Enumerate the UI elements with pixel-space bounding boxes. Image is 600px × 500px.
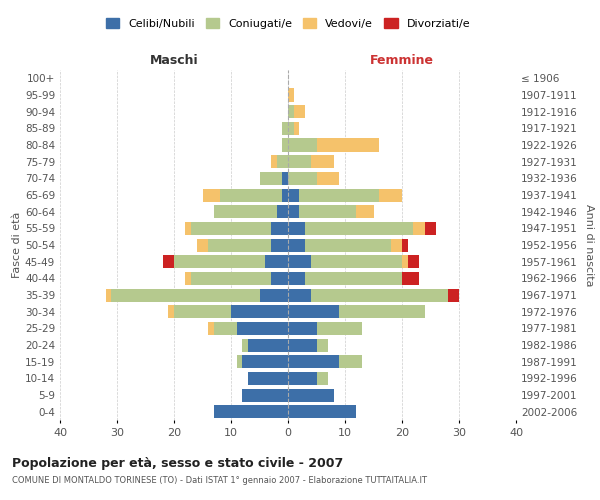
Bar xyxy=(242,338,248,351)
Bar xyxy=(425,222,436,235)
Bar xyxy=(111,288,260,302)
Bar xyxy=(340,355,362,368)
Bar xyxy=(271,238,288,252)
Bar xyxy=(185,222,191,235)
Bar xyxy=(413,222,425,235)
Bar xyxy=(288,222,305,235)
Bar xyxy=(288,105,294,118)
Bar xyxy=(288,88,294,102)
Bar xyxy=(277,155,288,168)
Bar xyxy=(208,238,271,252)
Bar xyxy=(197,238,208,252)
Bar xyxy=(283,172,288,185)
Bar xyxy=(237,355,242,368)
Bar xyxy=(294,122,299,135)
Bar xyxy=(288,122,294,135)
Bar xyxy=(214,205,277,218)
Bar xyxy=(271,272,288,285)
Bar xyxy=(260,172,283,185)
Bar xyxy=(311,155,334,168)
Bar xyxy=(271,222,288,235)
Bar xyxy=(402,272,419,285)
Bar xyxy=(356,205,373,218)
Bar xyxy=(168,305,174,318)
Text: Femmine: Femmine xyxy=(370,54,434,66)
Bar xyxy=(294,105,305,118)
Bar xyxy=(248,372,288,385)
Bar xyxy=(220,188,283,202)
Bar xyxy=(208,322,214,335)
Bar xyxy=(299,205,356,218)
Bar xyxy=(271,155,277,168)
Bar xyxy=(288,138,317,151)
Bar xyxy=(236,322,288,335)
Bar xyxy=(203,188,220,202)
Bar xyxy=(288,255,311,268)
Bar xyxy=(288,238,305,252)
Bar xyxy=(265,255,288,268)
Bar xyxy=(106,288,111,302)
Bar xyxy=(231,305,288,318)
Bar xyxy=(305,272,402,285)
Bar xyxy=(402,255,408,268)
Bar xyxy=(448,288,459,302)
Bar xyxy=(260,288,288,302)
Bar xyxy=(288,172,317,185)
Bar xyxy=(311,255,402,268)
Bar xyxy=(317,372,328,385)
Bar xyxy=(214,405,288,418)
Bar xyxy=(288,155,311,168)
Bar xyxy=(288,188,299,202)
Bar xyxy=(242,388,288,402)
Bar xyxy=(311,288,448,302)
Bar xyxy=(408,255,419,268)
Text: COMUNE DI MONTALDO TORINESE (TO) - Dati ISTAT 1° gennaio 2007 - Elaborazione TUT: COMUNE DI MONTALDO TORINESE (TO) - Dati … xyxy=(12,476,427,485)
Bar xyxy=(288,272,305,285)
Bar xyxy=(391,238,402,252)
Bar xyxy=(174,255,265,268)
Bar xyxy=(283,138,288,151)
Bar xyxy=(288,388,334,402)
Text: Popolazione per età, sesso e stato civile - 2007: Popolazione per età, sesso e stato civil… xyxy=(12,458,343,470)
Bar xyxy=(402,238,408,252)
Y-axis label: Anni di nascita: Anni di nascita xyxy=(584,204,594,286)
Bar xyxy=(288,322,317,335)
Bar xyxy=(248,338,288,351)
Bar xyxy=(163,255,174,268)
Bar xyxy=(299,188,379,202)
Bar xyxy=(317,338,328,351)
Bar xyxy=(305,238,391,252)
Bar xyxy=(305,222,413,235)
Bar xyxy=(185,272,191,285)
Bar xyxy=(288,372,317,385)
Bar xyxy=(214,322,236,335)
Bar xyxy=(288,338,317,351)
Bar xyxy=(317,322,362,335)
Bar xyxy=(283,122,288,135)
Bar xyxy=(288,205,299,218)
Bar xyxy=(288,305,340,318)
Bar xyxy=(191,222,271,235)
Bar xyxy=(317,138,379,151)
Bar xyxy=(288,288,311,302)
Bar xyxy=(283,188,288,202)
Legend: Celibi/Nubili, Coniugati/e, Vedovi/e, Divorziati/e: Celibi/Nubili, Coniugati/e, Vedovi/e, Di… xyxy=(101,14,475,34)
Bar xyxy=(174,305,231,318)
Bar xyxy=(379,188,402,202)
Bar xyxy=(191,272,271,285)
Bar xyxy=(317,172,340,185)
Bar xyxy=(340,305,425,318)
Bar xyxy=(277,205,288,218)
Bar xyxy=(288,355,340,368)
Bar xyxy=(288,405,356,418)
Text: Maschi: Maschi xyxy=(149,54,199,66)
Bar xyxy=(242,355,288,368)
Y-axis label: Fasce di età: Fasce di età xyxy=(12,212,22,278)
